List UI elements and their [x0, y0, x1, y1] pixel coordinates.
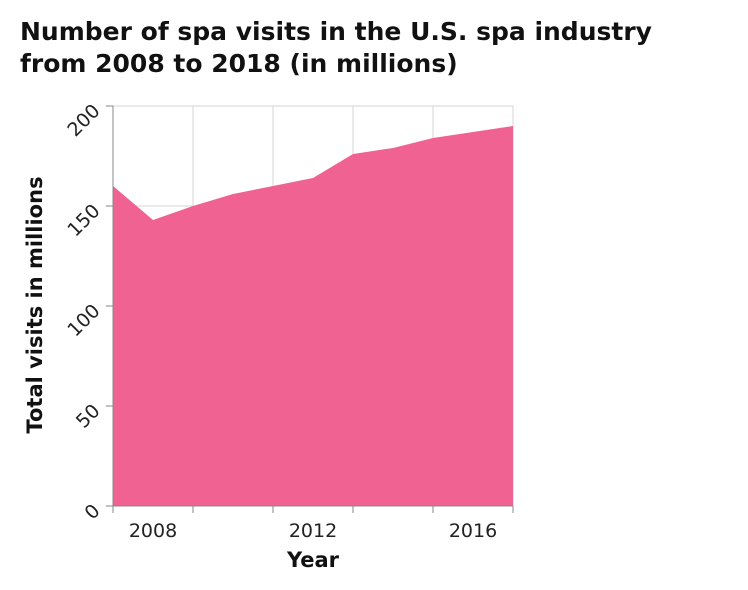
y-tick-label: 100: [63, 300, 104, 341]
x-tick-label: 2016: [449, 520, 497, 542]
y-axis-ticks: 0 50 100 150 200: [63, 100, 113, 524]
x-tick-label: 2008: [129, 520, 177, 542]
y-tick-label: 50: [72, 400, 105, 433]
x-tick-label: 2012: [289, 520, 337, 542]
y-tick-label: 0: [80, 500, 104, 524]
chart-title-line-2: from 2008 to 2018 (in millions): [20, 49, 458, 78]
y-axis-title: Total visits in millions: [23, 176, 47, 433]
chart-title: Number of spa visits in the U.S. spa ind…: [20, 16, 740, 80]
chart-title-line-1: Number of spa visits in the U.S. spa ind…: [20, 17, 652, 46]
area-series: [113, 126, 513, 506]
x-axis-ticks: 2008 2012 2016: [112, 506, 514, 542]
y-tick-label: 200: [63, 100, 104, 141]
x-axis-title: Year: [286, 548, 340, 572]
y-tick-label: 150: [63, 200, 104, 241]
